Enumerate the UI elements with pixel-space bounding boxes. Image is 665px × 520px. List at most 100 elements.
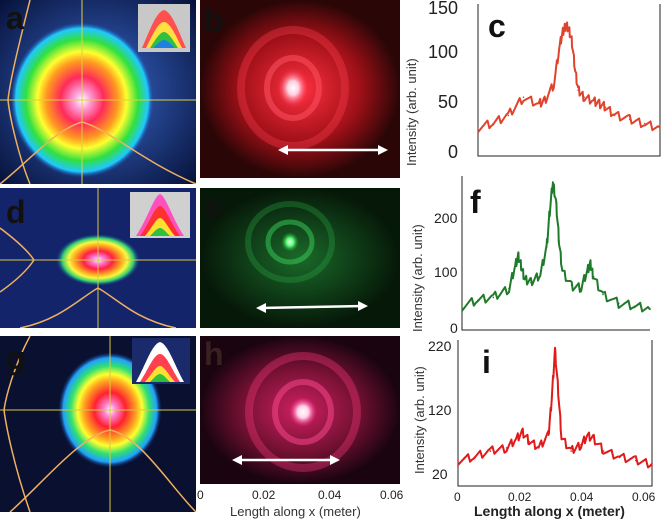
plot-c-ytick-3: 150 — [428, 0, 459, 18]
plot-i-point — [586, 434, 589, 437]
plot-c-point — [477, 126, 479, 129]
plot-i-ytick-1: 120 — [428, 402, 452, 418]
plot-c-frame — [477, 4, 661, 157]
camera-image-b-graphic — [200, 0, 400, 178]
plot-f-point — [589, 264, 592, 266]
image-x-tick-2: 0.04 — [318, 488, 342, 502]
plot-c-point — [613, 114, 616, 117]
plot-i-point — [570, 450, 572, 452]
plot-c-point — [553, 84, 555, 86]
plot-f-area — [461, 176, 651, 331]
plot-c-point — [537, 102, 540, 105]
plot-i-point — [651, 462, 653, 465]
camera-image-e-graphic — [200, 188, 400, 328]
plot-c-point — [507, 114, 510, 117]
plot-c-point — [604, 106, 607, 109]
plot-c-point — [571, 41, 573, 44]
plot-c-point — [562, 31, 564, 34]
plot-c-point — [659, 126, 661, 129]
plot-i-point — [515, 437, 517, 440]
plot-i-point — [538, 447, 540, 449]
beam-profile-a-graphic — [0, 0, 196, 184]
plot-f-ytick-1: 100 — [434, 264, 458, 280]
plot-i-point — [560, 437, 563, 440]
plot-c-point — [592, 99, 595, 102]
plot-i-xtick-2: 0.04 — [570, 490, 594, 504]
plot-i-point — [602, 450, 605, 452]
plot-i-point — [618, 456, 621, 459]
plot-i-xtick-1: 0.02 — [508, 490, 532, 504]
plot-f-frame — [461, 176, 650, 331]
plot-c-series-line — [477, 21, 661, 133]
plot-c-point — [565, 23, 567, 26]
plot-i-point — [457, 459, 459, 462]
plot-f-point — [517, 255, 520, 257]
plot-i-point — [580, 443, 582, 446]
plot-i-point — [550, 396, 553, 398]
plot-c-point — [583, 96, 585, 99]
image-x-tick-1: 0.02 — [252, 488, 276, 502]
plot-f-point — [530, 281, 532, 284]
panel-label-c: c — [488, 8, 506, 44]
plot-c-area — [477, 4, 661, 157]
plot-c-point — [492, 122, 494, 125]
plot-i-point — [635, 459, 637, 462]
panel-label-i: i — [482, 344, 491, 380]
plot-i-xlabel: Length along x (meter) — [474, 503, 625, 519]
panel-label-a: a — [6, 0, 24, 36]
plot-i-point — [547, 434, 550, 437]
panel-label-e: e — [204, 188, 222, 224]
plot-i-xtick-0: 0 — [454, 490, 461, 504]
plot-i-ylabel: Intensity (arb. unit) — [412, 366, 427, 474]
plot-f-ylabel: Intensity (arb. unit) — [410, 224, 425, 332]
plot-f-point — [520, 267, 523, 269]
panel-label-f: f — [470, 184, 481, 220]
beam-profile-g-graphic — [0, 336, 196, 512]
plot-f-point — [476, 299, 479, 302]
plot-f-point — [602, 293, 604, 296]
plot-i-point — [528, 440, 530, 443]
plot-i-ytick-0: 20 — [432, 466, 448, 482]
plot-c-point — [559, 43, 561, 46]
plot-f-point — [548, 210, 551, 213]
panel-label-d: d — [6, 194, 26, 230]
camera-image-b: b — [200, 0, 400, 178]
beam-profile-d: d — [0, 188, 196, 328]
plot-c-point — [574, 69, 576, 71]
plot-f-point — [592, 275, 595, 278]
plot-f-point — [492, 296, 495, 299]
plot-c-ytick-1: 50 — [438, 92, 459, 112]
plot-f-point — [545, 246, 548, 248]
panel-label-b: b — [204, 2, 224, 38]
plot-i-series-line — [457, 346, 653, 469]
plot-f-point — [539, 272, 542, 275]
plot-f-point — [586, 269, 589, 272]
panel-label-h: h — [204, 336, 224, 372]
plot-f-point — [508, 287, 510, 290]
plot-i-point — [557, 389, 560, 392]
plot-c-point — [522, 96, 525, 99]
camera-image-e: e — [200, 188, 400, 328]
plot-i-xtick-3: 0.06 — [632, 490, 656, 504]
panel-label-g: g — [6, 340, 26, 376]
plot-c-point — [644, 122, 646, 125]
plot-f-ytick-2: 200 — [434, 210, 458, 226]
plot-i-ytick-2: 220 — [428, 338, 452, 354]
plot-f-point — [570, 284, 573, 287]
plot-i-point — [473, 456, 475, 459]
plot-f-point — [552, 181, 554, 183]
beam-profile-g: g — [0, 336, 196, 512]
plot-f-point — [523, 278, 526, 281]
plot-f-point — [649, 308, 651, 311]
plot-i-point — [521, 431, 524, 433]
image-x-axis-label: Length along x (meter) — [230, 504, 361, 519]
camera-image-h-graphic — [200, 336, 400, 484]
plot-f-point — [617, 302, 620, 305]
image-x-tick-0: 0 — [197, 488, 204, 502]
plot-c-point — [568, 28, 570, 31]
plot-c-ytick-2: 100 — [428, 42, 459, 62]
plot-c-point — [598, 102, 601, 105]
plot-i-frame — [457, 340, 653, 487]
plot-i-point — [593, 437, 595, 440]
plot-c-point — [628, 118, 631, 121]
